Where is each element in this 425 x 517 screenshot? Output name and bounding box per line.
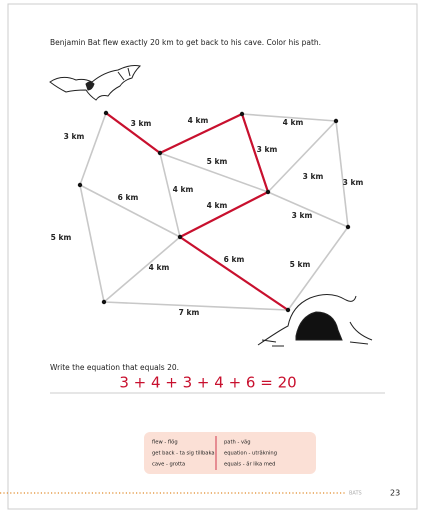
edge-label: 3 km [343,178,364,187]
edge-label: 4 km [188,116,209,125]
edge-label: 3 km [257,145,278,154]
worksheet: Benjamin Bat flew exactly 20 km to get b… [0,0,425,513]
highlighted-edge [180,192,268,237]
node [334,119,338,123]
edge-label: 6 km [118,193,139,202]
edge-label: 4 km [173,185,194,194]
edge-label: 4 km [207,201,228,210]
vocabulary-entry: cave - grotta [152,462,185,468]
footer-section: BATS [349,491,362,497]
edge-label: 7 km [179,308,200,317]
vocabulary-entry: equation - uträkning [224,451,277,457]
edge [336,121,348,227]
page-number: 23 [390,489,400,498]
edge [160,153,180,237]
node [104,111,108,115]
edge-label: 3 km [292,211,313,220]
vocabulary-entry: equals - är lika med [224,462,275,468]
vocabulary-entry: get back - ta sig tillbaka [152,451,215,457]
node [158,151,162,155]
node [266,190,270,194]
edge-label: 3 km [64,132,85,141]
node [240,112,244,116]
path-graph: 3 km 4 km 4 km 3 km 5 km 3 km 3 km 3 km 3 km 4 km… [51,111,364,317]
highlighted-edge [180,237,288,310]
node [346,225,350,229]
edge [80,113,106,185]
edge-label: 3 km [131,119,152,128]
edge-label: 6 km [224,255,245,264]
edge-label: 5 km [51,233,72,242]
vocabulary-entry: path - väg [224,440,251,446]
bat-illustration [50,66,140,101]
node [78,183,82,187]
edge-label: 3 km [303,172,324,181]
edge [268,192,348,227]
edge-label: 5 km [207,157,228,166]
node [102,300,106,304]
edge-label: 4 km [149,263,170,272]
vocabulary-entry: flew - flög [152,440,178,446]
node [286,308,290,312]
page: Benjamin Bat flew exactly 20 km to get b… [0,0,425,513]
equation: 3 + 4 + 3 + 4 + 6 = 20 [119,374,296,392]
instruction: Benjamin Bat flew exactly 20 km to get b… [50,38,321,47]
edge-label: 5 km [290,260,311,269]
edge-label: 4 km [283,118,304,127]
question: Write the equation that equals 20. [50,363,179,372]
node [178,235,182,239]
edge [80,185,104,302]
edge [268,121,336,192]
